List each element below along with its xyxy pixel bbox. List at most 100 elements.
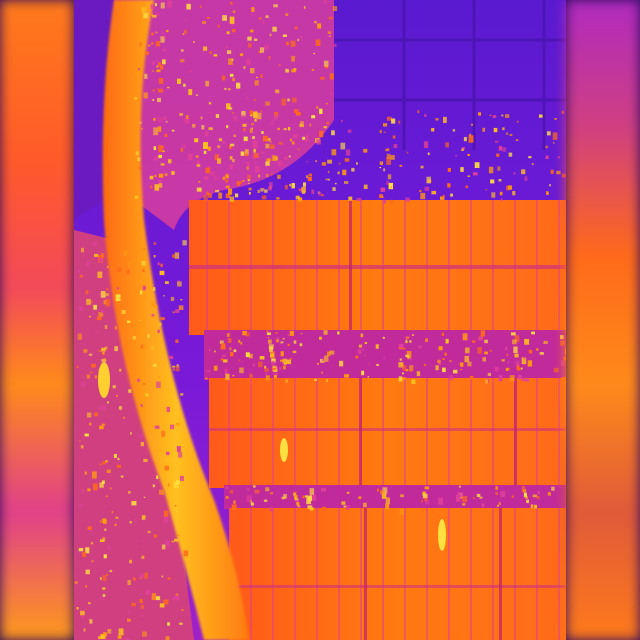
speckle	[85, 290, 89, 295]
speckle	[472, 497, 475, 499]
speckle	[259, 356, 265, 360]
speckle	[81, 381, 86, 387]
speckle	[324, 355, 329, 362]
speckle	[250, 68, 255, 74]
speckle	[247, 179, 250, 182]
speckle	[282, 365, 286, 370]
speckle	[116, 267, 122, 272]
speckle	[175, 510, 178, 513]
speckle	[195, 155, 199, 158]
speckle	[524, 338, 530, 345]
speckle	[145, 589, 150, 595]
speckle	[193, 41, 195, 43]
speckle	[222, 176, 226, 180]
speckle	[407, 355, 410, 360]
speckle	[260, 151, 265, 154]
speckle	[263, 135, 268, 142]
speckle	[293, 492, 296, 497]
speckle	[140, 328, 144, 334]
speckle	[153, 255, 156, 258]
speckle	[252, 140, 258, 149]
speckle	[488, 166, 494, 174]
speckle	[416, 371, 421, 377]
speckle	[299, 343, 303, 347]
speckle	[447, 183, 451, 188]
speckle	[305, 135, 309, 142]
speckle	[156, 88, 159, 90]
speckle	[93, 304, 97, 310]
speckle	[182, 240, 187, 246]
speckle	[424, 498, 428, 502]
speckle	[93, 483, 98, 491]
speckle	[174, 538, 179, 542]
left-blurred-border	[0, 0, 74, 640]
speckle	[157, 126, 162, 132]
speckle	[356, 162, 358, 165]
speckle	[134, 518, 137, 522]
speckle	[141, 375, 145, 380]
speckle	[530, 504, 534, 509]
speckle	[329, 350, 335, 355]
speckle	[205, 191, 209, 196]
speckle	[482, 127, 485, 132]
speckle	[203, 46, 208, 51]
speckle	[417, 110, 420, 114]
speckle	[153, 155, 159, 161]
speckle	[100, 309, 105, 313]
speckle	[383, 356, 385, 359]
speckle	[236, 181, 242, 184]
speckle	[251, 127, 253, 130]
speckle	[461, 148, 464, 151]
speckle	[243, 66, 246, 69]
speckle	[386, 180, 389, 185]
speckle	[88, 602, 91, 605]
speckle	[253, 98, 256, 101]
speckle	[255, 165, 260, 173]
speckle	[159, 270, 165, 276]
speckle	[139, 121, 142, 124]
speckle	[506, 353, 509, 356]
speckle	[142, 631, 147, 637]
speckle	[266, 173, 269, 178]
speckle	[164, 173, 168, 177]
speckle	[151, 313, 155, 317]
speckle	[166, 451, 170, 456]
speckle	[116, 395, 118, 397]
speckle	[273, 372, 278, 376]
speckle	[316, 139, 321, 145]
speckle	[141, 515, 146, 520]
speckle	[560, 335, 564, 340]
speckle	[156, 65, 159, 68]
speckle	[387, 148, 390, 150]
speckle	[275, 332, 278, 334]
speckle	[200, 116, 203, 120]
speckle	[187, 0, 190, 2]
speckle	[265, 15, 269, 18]
speckle	[338, 162, 341, 165]
speckle	[326, 121, 329, 125]
speckle	[139, 574, 145, 578]
speckle	[152, 99, 155, 101]
speckle	[275, 89, 280, 94]
speckle	[515, 139, 519, 141]
speckle	[81, 615, 84, 619]
speckle	[514, 353, 519, 358]
speckle	[147, 334, 150, 339]
speckle	[135, 72, 139, 76]
speckle	[223, 359, 228, 363]
speckle	[159, 489, 164, 495]
speckle	[230, 352, 234, 357]
speckle	[79, 274, 83, 278]
speckle	[383, 168, 386, 172]
speckle	[307, 505, 313, 509]
speckle	[467, 175, 470, 177]
speckle	[383, 131, 386, 133]
speckle	[265, 487, 270, 492]
speckle	[381, 493, 387, 499]
speckle	[141, 7, 147, 13]
speckle	[236, 183, 241, 186]
speckle	[521, 486, 526, 492]
speckle	[402, 372, 404, 375]
speckle	[154, 184, 160, 191]
speckle	[273, 375, 277, 379]
